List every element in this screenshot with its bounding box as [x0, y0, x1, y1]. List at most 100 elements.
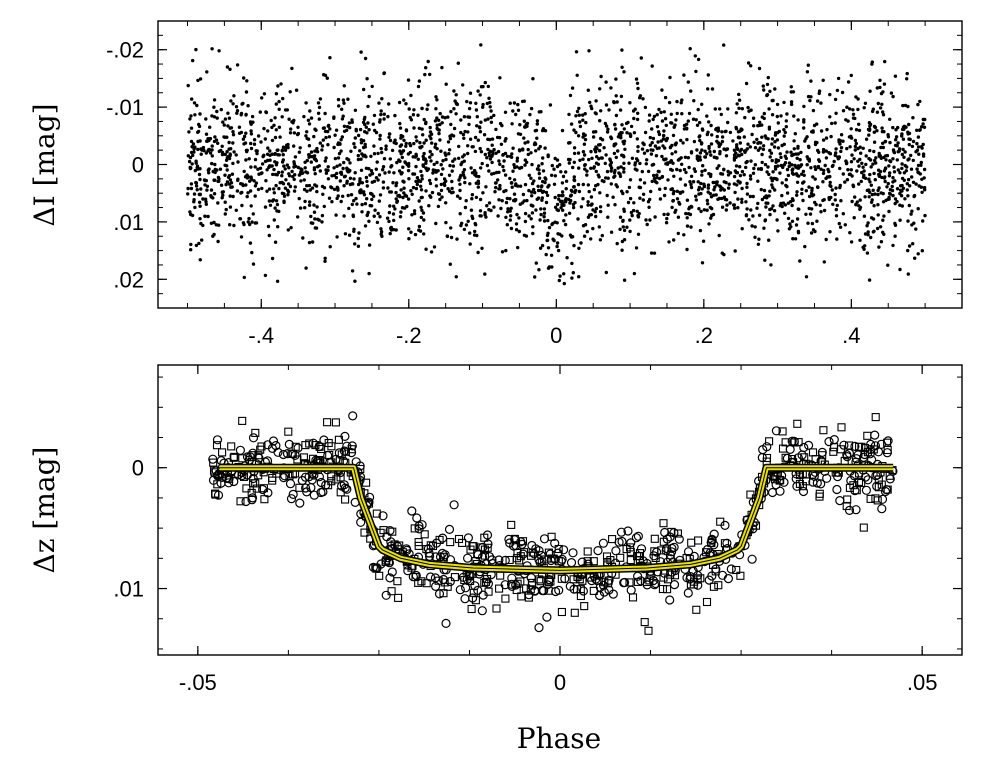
data-point — [429, 250, 434, 254]
data-point — [221, 190, 225, 194]
data-point — [869, 445, 878, 454]
data-point — [570, 86, 575, 90]
data-point — [322, 73, 326, 77]
data-point — [848, 107, 852, 111]
data-point — [629, 210, 634, 215]
data-point — [334, 213, 338, 217]
data-point — [678, 177, 683, 181]
data-point — [301, 483, 311, 493]
data-point — [363, 130, 367, 134]
data-point — [582, 153, 587, 157]
data-point — [543, 129, 548, 133]
data-point — [503, 110, 508, 115]
data-point — [461, 170, 465, 175]
data-point — [620, 48, 624, 52]
data-point — [594, 214, 598, 219]
data-point — [888, 188, 893, 192]
data-point — [322, 204, 326, 209]
data-point — [198, 258, 202, 262]
data-point — [750, 132, 754, 137]
data-point — [609, 136, 614, 141]
data-point — [216, 141, 220, 145]
data-point — [281, 96, 285, 101]
data-point — [276, 225, 280, 229]
data-point — [626, 538, 636, 548]
data-point — [719, 112, 723, 117]
data-point — [406, 152, 411, 156]
data-point — [569, 122, 574, 126]
data-point — [720, 205, 725, 209]
data-point — [327, 135, 332, 139]
data-point — [231, 141, 235, 145]
data-point — [244, 183, 248, 187]
data-point — [606, 176, 610, 180]
data-point — [511, 169, 515, 173]
data-point — [187, 130, 191, 134]
data-point — [701, 239, 706, 243]
data-point — [802, 173, 806, 177]
data-point — [512, 163, 516, 167]
data-point — [349, 193, 354, 197]
data-point — [849, 127, 853, 131]
data-point — [192, 150, 196, 154]
data-point — [662, 110, 666, 114]
data-point — [737, 92, 741, 97]
data-point — [267, 443, 277, 453]
data-point — [705, 198, 709, 203]
data-point — [336, 473, 345, 482]
data-point — [792, 147, 796, 151]
data-point — [620, 248, 624, 252]
data-point — [912, 221, 916, 225]
data-point — [391, 181, 395, 185]
data-point — [343, 232, 348, 236]
data-point — [922, 125, 927, 129]
data-point — [464, 199, 468, 203]
data-point — [583, 163, 587, 167]
data-point — [644, 218, 648, 222]
data-point — [263, 159, 268, 164]
data-point — [849, 134, 853, 138]
data-point — [621, 219, 625, 223]
data-point — [882, 448, 892, 458]
data-point — [358, 127, 363, 132]
data-point — [424, 247, 428, 251]
data-point — [635, 209, 639, 213]
data-point — [738, 173, 743, 178]
data-point — [303, 199, 307, 204]
data-point — [833, 121, 837, 125]
data-point — [400, 206, 405, 210]
data-point — [474, 223, 478, 227]
data-point — [527, 214, 531, 218]
data-point — [849, 160, 854, 164]
top-panel-points — [186, 43, 927, 286]
data-point — [249, 129, 253, 133]
data-point — [533, 129, 537, 133]
data-point — [618, 172, 622, 176]
data-point — [480, 551, 489, 560]
data-point — [587, 49, 591, 53]
data-point — [439, 589, 448, 598]
data-point — [868, 89, 872, 93]
data-point — [616, 527, 627, 537]
data-point — [288, 90, 292, 94]
data-point — [359, 50, 363, 54]
data-point — [798, 259, 802, 263]
data-point — [327, 123, 331, 128]
data-point — [755, 206, 759, 210]
data-point — [846, 80, 851, 84]
data-point — [854, 128, 859, 132]
data-point — [287, 174, 292, 178]
data-point — [909, 212, 913, 216]
data-point — [256, 167, 260, 171]
data-point — [249, 132, 254, 136]
top-ytick-label: .02 — [113, 267, 144, 292]
data-point — [909, 167, 914, 171]
data-point — [657, 132, 662, 137]
data-point — [531, 231, 535, 236]
data-point — [796, 144, 800, 149]
data-point — [401, 165, 405, 169]
data-point — [334, 175, 339, 180]
data-point — [483, 575, 492, 584]
data-point — [801, 198, 805, 203]
data-point — [418, 141, 422, 145]
